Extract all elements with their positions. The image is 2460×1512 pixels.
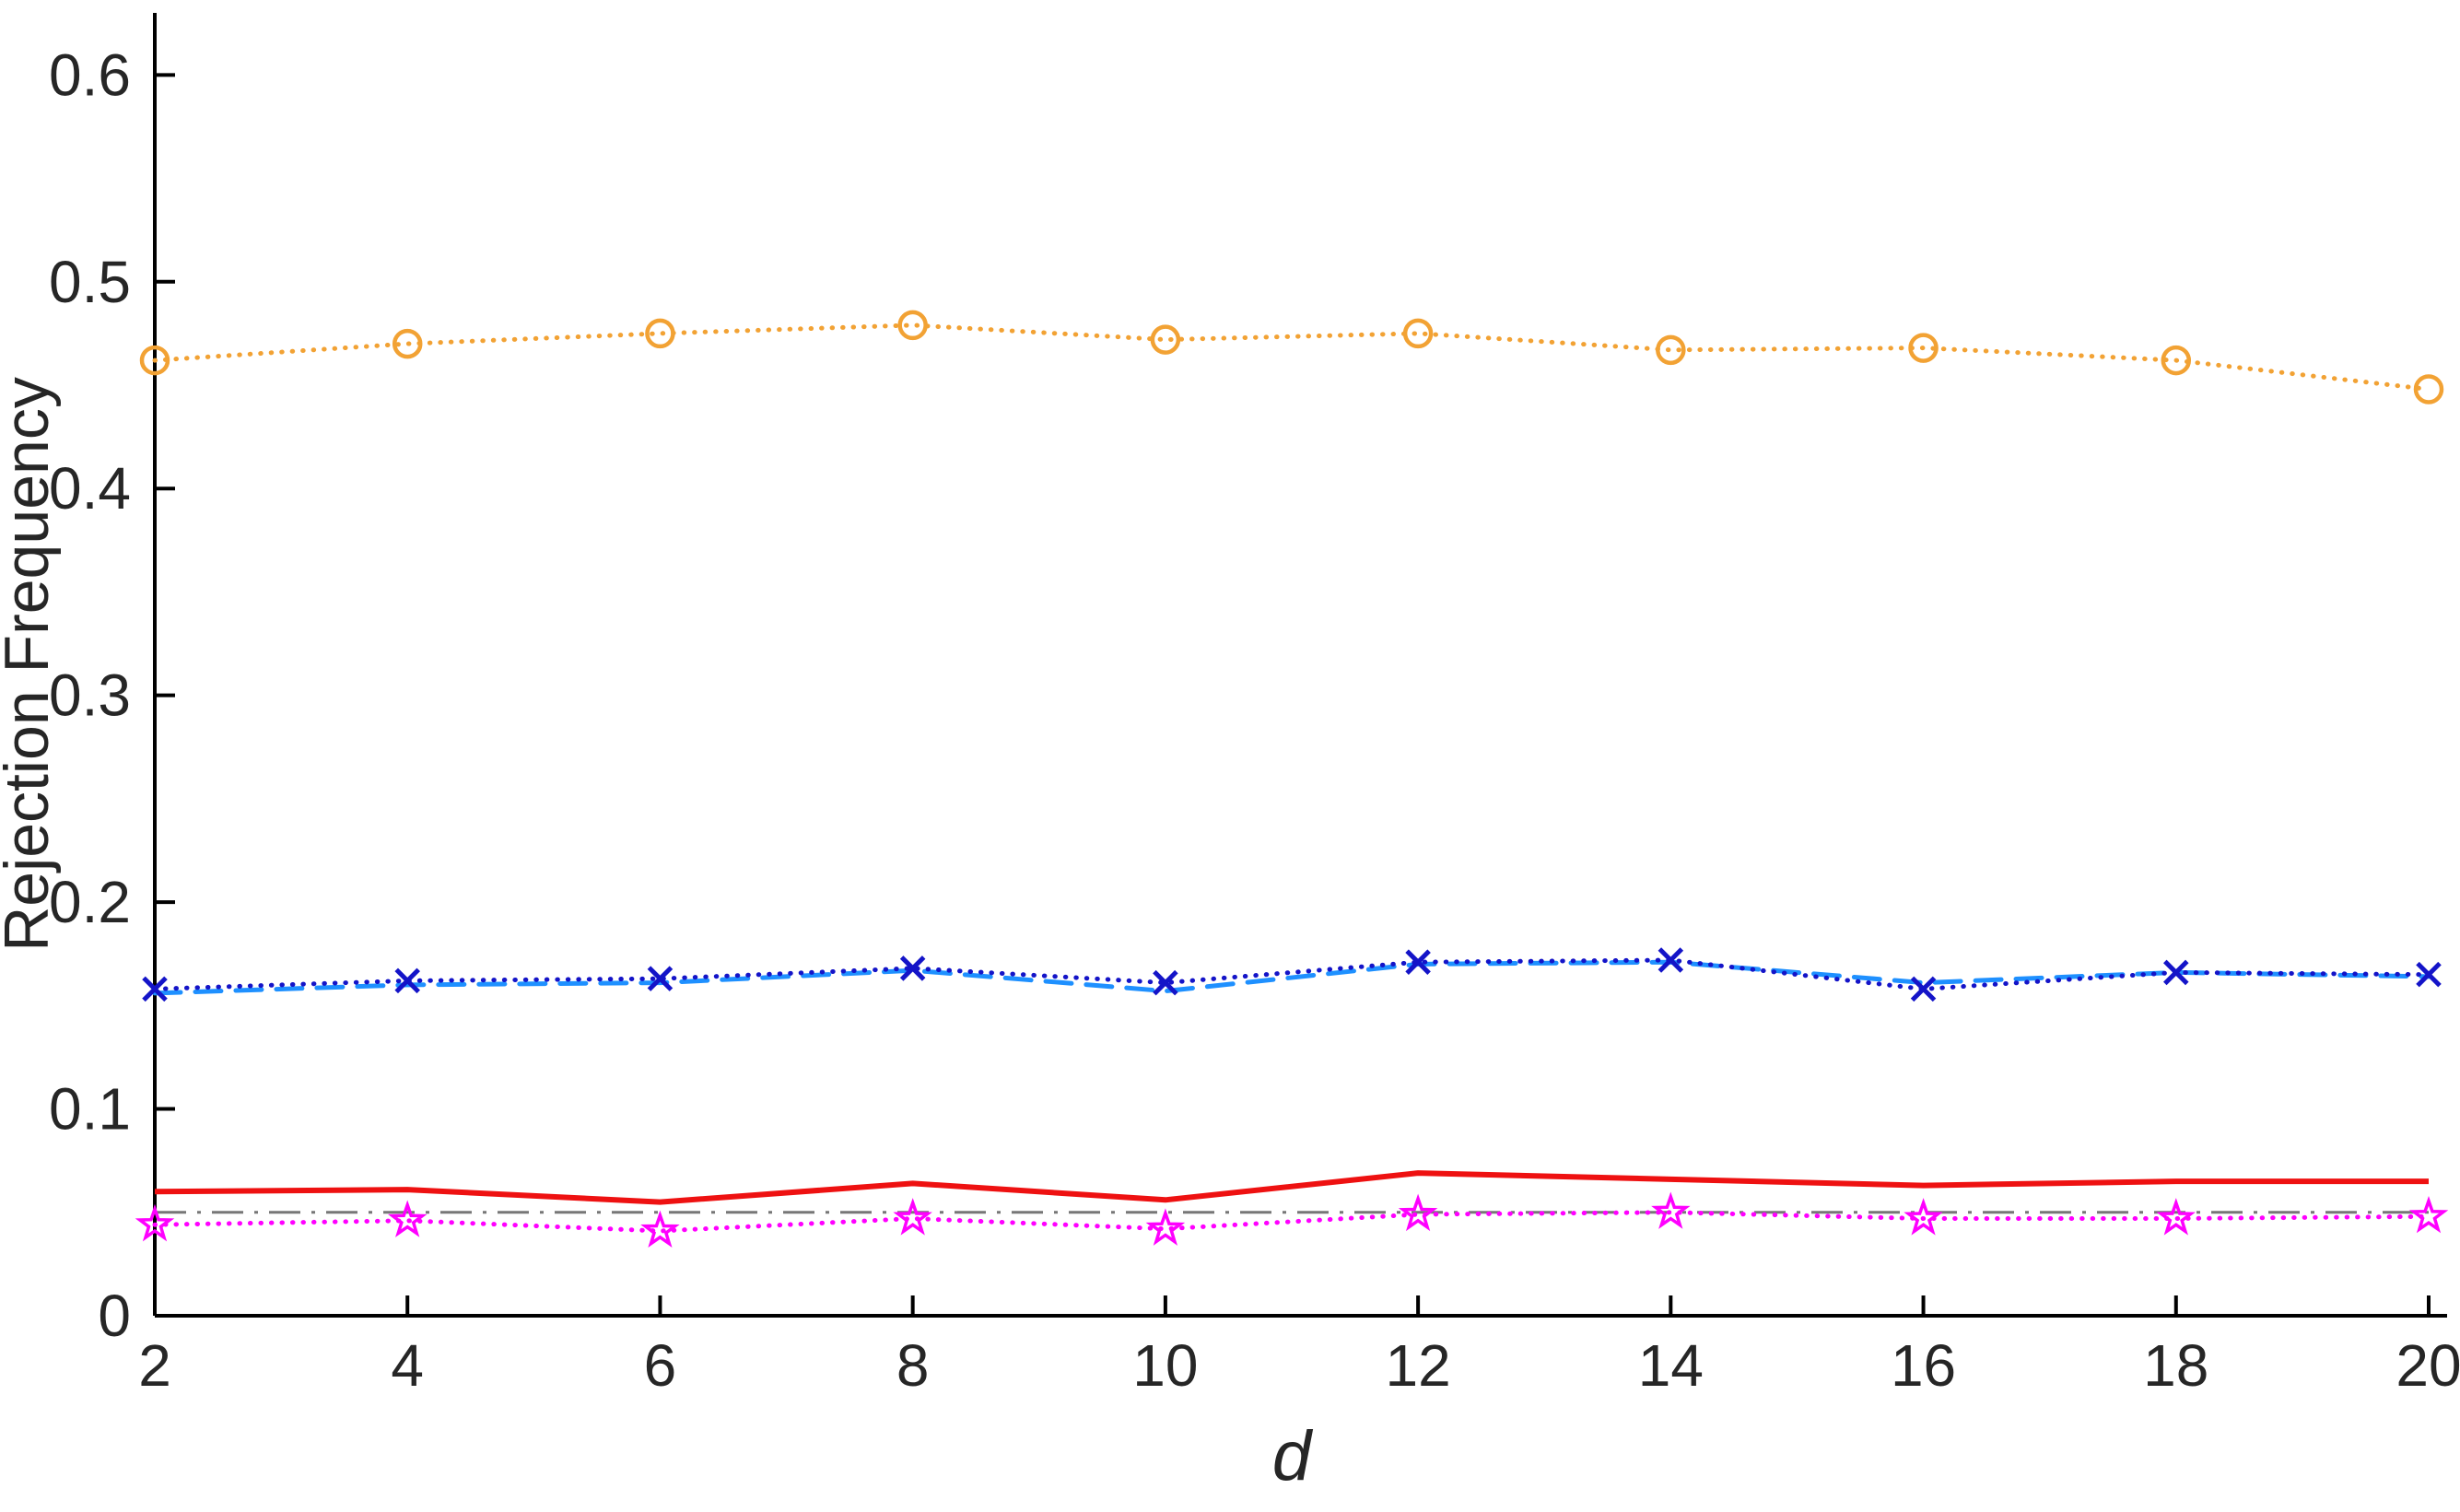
star-marker xyxy=(1145,1208,1186,1246)
x-tick-label: 16 xyxy=(1891,1332,1956,1399)
x-marker xyxy=(1910,976,1937,1002)
x-tick-label: 14 xyxy=(1638,1332,1704,1399)
circle-marker xyxy=(392,328,423,359)
series-line-dark-blue-dotted-x xyxy=(152,957,2431,991)
x-tick-label: 2 xyxy=(138,1332,171,1399)
x-marker xyxy=(142,976,168,1002)
circle-marker xyxy=(1402,318,1434,349)
series-line-magenta-dotted-stars xyxy=(152,1210,2431,1234)
x-tick-label: 6 xyxy=(644,1332,677,1399)
y-tick-label: 0.6 xyxy=(49,41,131,108)
circle-marker xyxy=(1908,333,1939,363)
circle-marker xyxy=(139,345,170,376)
y-tick-label: 0.4 xyxy=(49,455,131,522)
x-marker xyxy=(899,955,926,981)
x-tick-label: 8 xyxy=(896,1332,930,1399)
y-tick-label: 0.1 xyxy=(49,1076,131,1143)
star-marker xyxy=(2156,1198,2196,1236)
y-tick-label: 0.2 xyxy=(49,869,131,935)
star-marker xyxy=(135,1203,175,1242)
star-marker xyxy=(1398,1193,1438,1232)
x-tick-label: 10 xyxy=(1132,1332,1198,1399)
x-tick-label: 12 xyxy=(1386,1332,1451,1399)
x-marker xyxy=(1405,949,1431,975)
circle-marker xyxy=(1150,324,1181,355)
x-tick-label: 20 xyxy=(2396,1332,2460,1399)
star-marker xyxy=(2408,1195,2449,1234)
star-marker xyxy=(1904,1198,1943,1236)
series-light-blue-dashed xyxy=(152,959,2431,996)
x-marker xyxy=(2163,959,2189,986)
series-line-orange-dotted-circles xyxy=(152,322,2431,392)
circle-marker xyxy=(2413,374,2444,404)
series-magenta-dotted-stars xyxy=(135,1191,2449,1248)
star-marker xyxy=(640,1210,680,1248)
x-marker xyxy=(1153,969,1178,996)
star-marker xyxy=(1651,1191,1691,1229)
plot-area: 2 4 6 8 10 12 14 16 18 20 0 0.1 0.2 0.3 0.4 0.5 0.6 xyxy=(49,13,2460,1399)
x-marker xyxy=(394,967,420,994)
x-axis-label: d xyxy=(1272,1417,1314,1495)
series-line-red-solid xyxy=(154,1170,2429,1205)
series-orange-dotted-circles xyxy=(139,310,2444,404)
circle-marker xyxy=(645,318,675,349)
circle-marker xyxy=(2161,345,2192,376)
star-marker xyxy=(893,1198,932,1236)
y-tick-label: 0 xyxy=(98,1283,131,1349)
x-marker xyxy=(1658,947,1684,973)
series-red-solid xyxy=(154,1170,2429,1205)
series-dark-blue-dotted-x xyxy=(142,947,2442,1002)
series-line-light-blue-dashed xyxy=(152,959,2431,996)
circle-marker xyxy=(1656,334,1686,366)
star-marker xyxy=(388,1200,428,1237)
circle-marker xyxy=(897,310,928,341)
y-axis-label: Rejection Frequency xyxy=(0,377,62,952)
y-tick-label: 0.3 xyxy=(49,662,131,729)
x-tick-label: 18 xyxy=(2143,1332,2208,1399)
x-marker xyxy=(2416,961,2442,988)
x-tick-label: 4 xyxy=(391,1332,424,1399)
x-marker xyxy=(647,966,674,991)
y-tick-label: 0.5 xyxy=(49,249,131,315)
